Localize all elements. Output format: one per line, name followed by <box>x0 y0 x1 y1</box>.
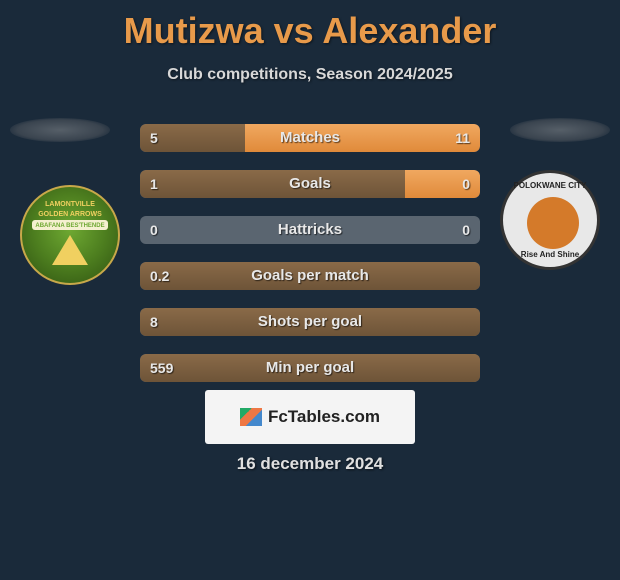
date-text: 16 december 2024 <box>0 454 620 474</box>
stat-row: 10Goals <box>140 170 480 198</box>
club-badge-right: POLOKWANE CITY Rise And Shine <box>500 170 600 270</box>
stat-label: Min per goal <box>140 354 480 382</box>
stat-label: Shots per goal <box>140 308 480 336</box>
stat-row: 8Shots per goal <box>140 308 480 336</box>
stat-row: 511Matches <box>140 124 480 152</box>
club-badge-left-arrow-icon <box>52 235 88 265</box>
fctables-logo-icon <box>240 408 262 426</box>
page-title: Mutizwa vs Alexander <box>0 0 620 52</box>
club-badge-left: LAMONTVILLE GOLDEN ARROWS ABAFANA BES'TH… <box>20 185 120 285</box>
stat-row: 00Hattricks <box>140 216 480 244</box>
footer-brand-badge: FcTables.com <box>205 390 415 444</box>
stat-row: 0.2Goals per match <box>140 262 480 290</box>
player-left-silhouette-shadow <box>10 118 110 142</box>
player-right-silhouette-shadow <box>510 118 610 142</box>
footer-brand-text: FcTables.com <box>268 407 380 427</box>
stats-bars-container: 511Matches 10Goals 00Hattricks 0.2Goals per… <box>140 124 480 400</box>
stat-label: Goals <box>140 170 480 198</box>
stat-row: 559Min per goal <box>140 354 480 382</box>
club-badge-left-line2: GOLDEN ARROWS <box>22 211 118 218</box>
subtitle: Club competitions, Season 2024/2025 <box>0 66 620 84</box>
stat-label: Hattricks <box>140 216 480 244</box>
club-badge-left-banner-text: ABAFANA BES'THENDE <box>22 223 118 229</box>
club-badge-right-bottom-text: Rise And Shine <box>503 250 597 259</box>
stat-label: Matches <box>140 124 480 152</box>
club-badge-right-center-icon <box>527 197 579 249</box>
club-badge-right-top-text: POLOKWANE CITY <box>503 181 597 190</box>
club-badge-left-line1: LAMONTVILLE <box>22 201 118 208</box>
stat-label: Goals per match <box>140 262 480 290</box>
